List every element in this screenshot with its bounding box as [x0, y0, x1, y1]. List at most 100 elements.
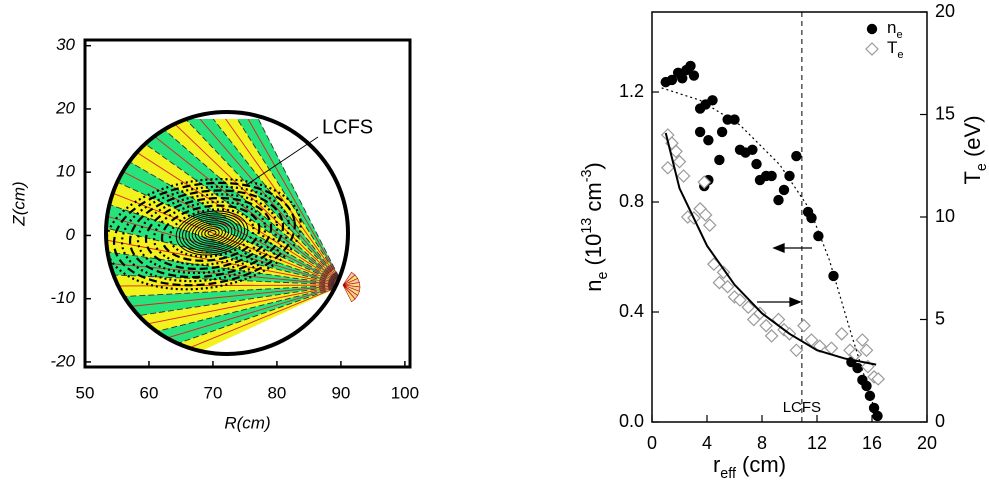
flux-surface: [160, 204, 261, 262]
beam: [106, 271, 343, 302]
data-point: [789, 343, 804, 358]
data-point: [784, 170, 795, 182]
y-tick-label: 30: [56, 35, 75, 54]
x-tick-label: 8: [757, 433, 767, 453]
data-point: [747, 144, 758, 155]
y-axis-label-part: cm: [581, 182, 606, 217]
x-axis-label: R(cm): [224, 413, 270, 432]
y-axis-label: Z(cm): [9, 181, 28, 226]
flux-surface: [201, 226, 223, 240]
data-point: [733, 293, 747, 307]
data-point: [702, 218, 717, 233]
data-point: [714, 154, 725, 166]
data-point: [669, 144, 683, 159]
data-point: [666, 74, 678, 86]
beam-center: [106, 255, 344, 286]
beam-center: [106, 284, 344, 318]
y-tick-label: -20: [50, 351, 75, 370]
data-point: [685, 60, 696, 72]
beam-center: [106, 284, 344, 354]
data-point: [855, 333, 870, 347]
fit-line: [661, 87, 876, 411]
flux-surface: [191, 220, 233, 246]
data-point: [688, 70, 700, 81]
x-axis-label: reff (cm): [713, 452, 786, 482]
flux-surface: [207, 230, 217, 236]
data-point: [778, 184, 790, 196]
legend-marker: [865, 42, 879, 56]
flux-surface: [185, 216, 239, 250]
x-tick-label: 4: [702, 433, 712, 453]
y-axis-label-part: e: [595, 272, 611, 280]
beam-center: [133, 112, 344, 286]
legend-label-part: T: [887, 38, 897, 57]
y-tick-label: 0: [66, 225, 76, 244]
flux-surface: [178, 212, 246, 254]
beam-center: [106, 284, 344, 287]
y2-axis-label-part: e: [974, 163, 989, 171]
annotation: LCFS: [783, 399, 821, 416]
beam: [171, 112, 343, 285]
x-tick-label: 60: [140, 383, 159, 402]
port-fan: [342, 284, 356, 303]
data-point: [764, 329, 779, 343]
data-point: [676, 169, 691, 183]
y-tick-label: 20: [55, 98, 75, 117]
annotation-pointer: [244, 136, 319, 187]
x-tick-label: 100: [391, 383, 419, 402]
flux-surface: [194, 222, 230, 244]
y2-tick-label: 15: [935, 103, 955, 123]
legend-marker: [866, 23, 878, 35]
y-tick-label: 1.2: [619, 81, 644, 101]
data-point: [694, 126, 706, 138]
data-point: [872, 410, 883, 422]
data-point: [698, 208, 713, 222]
beam-center: [111, 112, 344, 286]
x-tick-label: 70: [203, 383, 222, 402]
y-axis-label: ne (1013 cm-3): [579, 162, 611, 292]
data-point: [813, 230, 824, 242]
y-tick-label: 10: [56, 162, 75, 181]
data-point: [759, 318, 773, 333]
legend-label: ne: [887, 18, 903, 40]
beam-center: [106, 138, 344, 286]
x-tick-label: 50: [76, 383, 95, 402]
data-point: [741, 300, 756, 315]
flux-surface: [106, 178, 302, 291]
data-point: [834, 327, 849, 341]
x-tick-label: 0: [647, 433, 657, 453]
data-point: [697, 175, 712, 189]
x-tick-label: 12: [807, 433, 827, 453]
y-tick-label: -10: [50, 288, 75, 307]
fit-line: [664, 132, 877, 366]
legend-label-part: e: [896, 29, 902, 41]
data-point: [660, 160, 675, 175]
x-axis-label-part: eff: [720, 466, 736, 482]
flux-surface: [204, 228, 220, 238]
legend-label-part: e: [897, 49, 903, 61]
flux-surface: [120, 185, 290, 283]
flux-surface: [188, 218, 236, 248]
x-tick-label: 90: [331, 383, 350, 402]
y-axis-label-part: -3: [579, 170, 595, 183]
beam: [106, 285, 343, 354]
data-point: [791, 150, 802, 162]
y-axis-label-part: n: [581, 280, 606, 292]
y2-axis-label-part: (eV): [960, 115, 985, 163]
x-tick-label: 80: [267, 383, 286, 402]
data-point: [716, 126, 728, 138]
x-axis-label-part: (cm): [736, 452, 786, 477]
y-axis-label-part: 13: [579, 218, 595, 234]
data-point: [852, 362, 863, 374]
data-point: [806, 212, 817, 224]
beam: [106, 285, 343, 333]
data-point: [672, 154, 687, 169]
data-point: [828, 270, 839, 282]
data-point: [720, 279, 735, 294]
beam-center: [106, 284, 344, 354]
legend-label: Te: [887, 38, 904, 60]
y2-axis-label-part: T: [960, 171, 985, 184]
data-point: [751, 158, 762, 170]
flux-surface: [182, 214, 242, 252]
data-point: [864, 390, 876, 402]
